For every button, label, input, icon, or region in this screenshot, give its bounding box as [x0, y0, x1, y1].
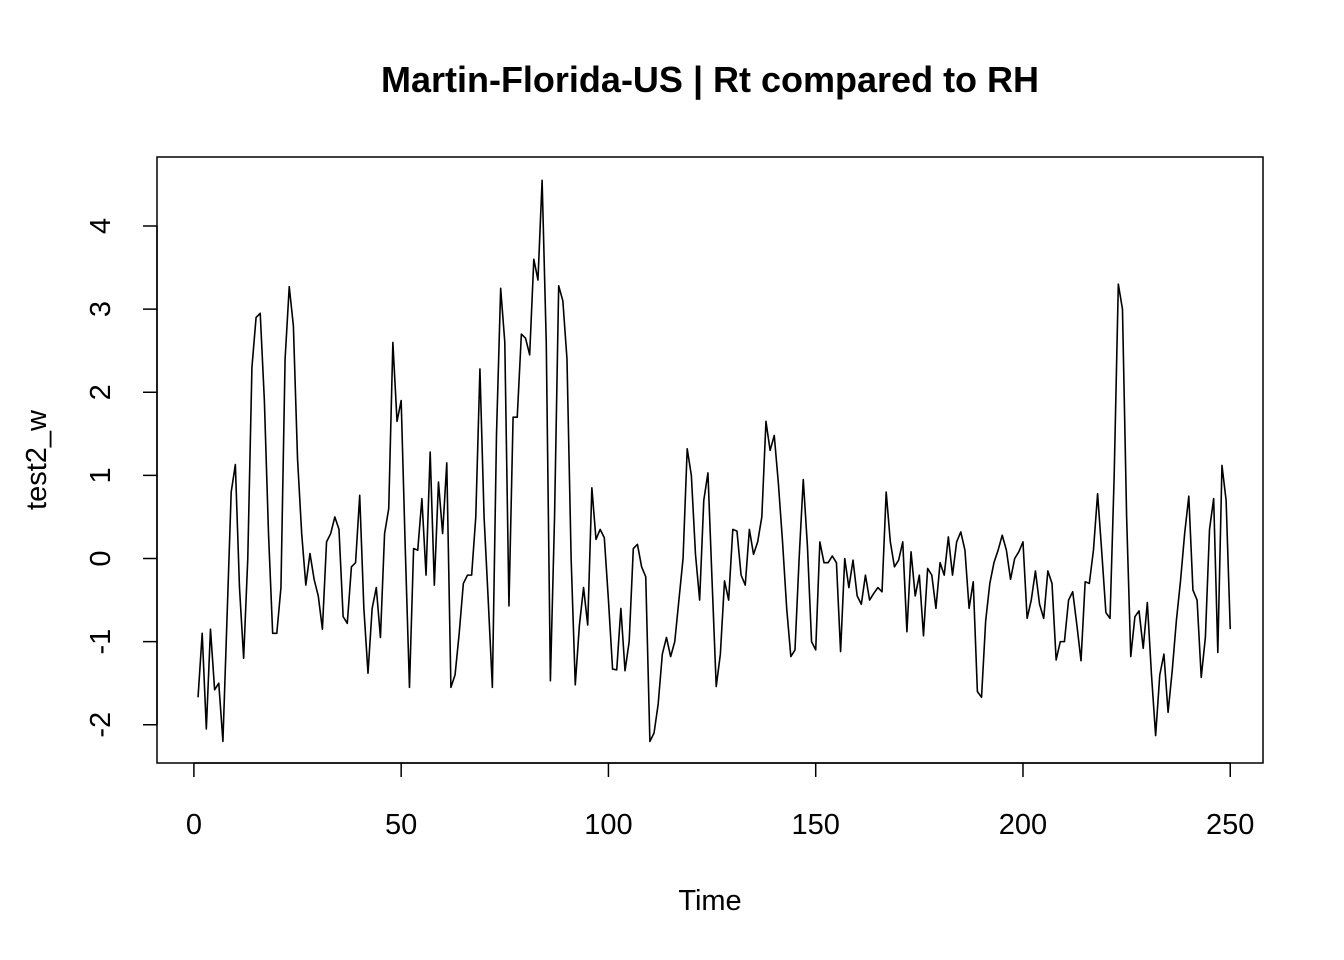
y-axis-label: test2_w: [21, 409, 53, 510]
x-tick-label: 0: [186, 809, 202, 841]
y-axis: -2 -1 0 1 2 3 4: [85, 218, 158, 738]
x-tick-label: 150: [792, 809, 840, 841]
x-axis: 0 50 100 150 200 250: [186, 762, 1254, 841]
x-tick-label: 250: [1206, 809, 1254, 841]
y-tick-label: -2: [85, 712, 117, 738]
chart-title: Martin-Florida-US | Rt compared to RH: [381, 59, 1039, 101]
plot-frame: [156, 156, 1264, 764]
x-tick-label: 200: [999, 809, 1047, 841]
y-tick-label: 1: [85, 467, 117, 483]
x-tick-label: 100: [584, 809, 632, 841]
series-line: [197, 179, 1232, 743]
y-tick-label: -1: [85, 629, 117, 655]
y-tick-label: 3: [85, 301, 117, 317]
x-axis-label: Time: [678, 885, 741, 917]
y-tick-label: 2: [85, 384, 117, 400]
y-tick-label: 4: [85, 218, 117, 234]
x-tick-label: 50: [385, 809, 417, 841]
y-tick-label: 0: [85, 550, 117, 566]
